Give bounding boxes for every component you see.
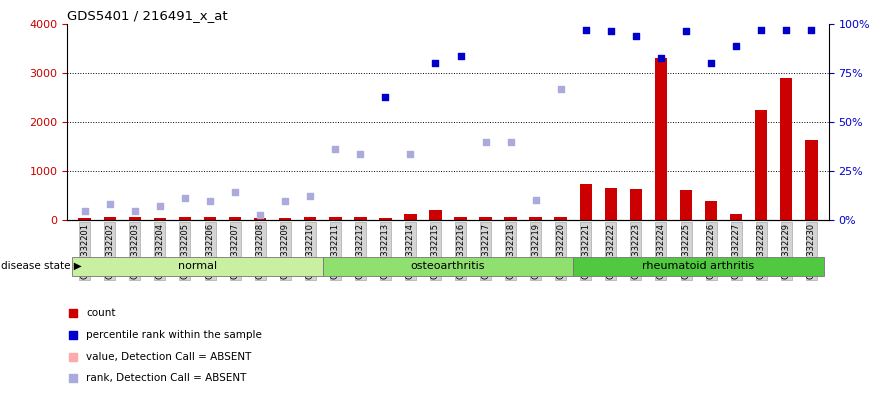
Point [253,212,267,219]
Text: rank, Detection Call = ABSENT: rank, Detection Call = ABSENT [86,373,246,383]
Point [779,27,793,33]
Bar [379,218,392,220]
Bar [178,217,191,220]
Bar [404,214,417,220]
Text: disease state ▶: disease state ▶ [1,261,82,271]
Point [202,198,217,204]
Bar [329,217,341,220]
Text: count: count [86,309,116,318]
Bar [129,217,141,220]
Point [103,201,117,207]
Point [177,195,192,201]
Text: percentile rank within the sample: percentile rank within the sample [86,330,262,340]
Point [629,33,643,39]
Point [66,354,81,360]
Bar [79,218,91,220]
Point [66,332,81,338]
Bar [153,218,166,220]
Point [152,203,167,209]
Point [529,197,543,204]
Point [729,43,744,49]
Point [554,86,568,93]
Bar [254,218,266,220]
Point [654,55,668,62]
Bar [580,184,592,220]
Text: value, Detection Call = ABSENT: value, Detection Call = ABSENT [86,352,251,362]
Bar [304,217,316,220]
Text: GDS5401 / 216491_x_at: GDS5401 / 216491_x_at [67,9,228,22]
Point [303,193,317,199]
Bar [228,217,241,220]
Bar [504,217,517,220]
Text: rheumatoid arthritis: rheumatoid arthritis [642,261,754,271]
Point [679,28,694,34]
Text: osteoarthritis: osteoarthritis [410,261,486,271]
Bar [203,217,216,220]
Point [78,208,92,214]
Point [604,28,618,35]
Point [403,151,418,158]
Bar [354,217,366,220]
Point [754,27,769,33]
Text: normal: normal [178,261,217,271]
Bar [630,189,642,220]
Point [453,52,468,59]
FancyBboxPatch shape [573,257,823,276]
Bar [805,140,817,220]
Bar [755,110,767,220]
Bar [530,217,542,220]
Point [278,198,292,204]
Point [579,27,593,33]
Point [127,208,142,214]
Bar [555,217,567,220]
Point [478,139,493,145]
Bar [104,217,116,220]
Bar [605,188,617,220]
Bar [705,201,718,220]
Point [228,189,242,195]
Point [353,151,367,158]
Bar [454,217,467,220]
Point [328,146,342,152]
Point [428,60,443,66]
Bar [780,78,792,220]
FancyBboxPatch shape [323,257,573,276]
Bar [655,58,668,220]
FancyBboxPatch shape [73,257,323,276]
Bar [429,210,442,220]
Point [504,139,518,145]
Bar [479,217,492,220]
Point [66,310,81,317]
Bar [730,214,743,220]
Bar [680,189,693,220]
Point [378,94,392,101]
Point [66,375,81,381]
Bar [279,218,291,220]
Point [704,60,719,66]
Point [804,27,818,33]
